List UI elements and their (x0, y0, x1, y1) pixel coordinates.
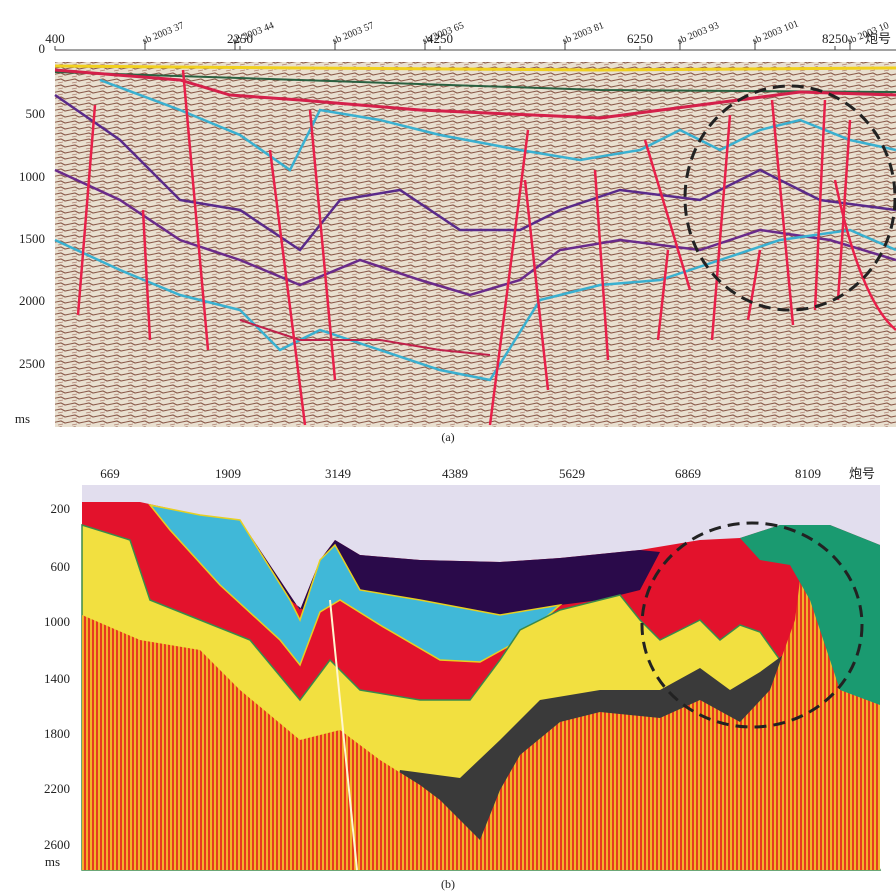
y-unit: ms (45, 854, 60, 869)
well-label: sb 2003 101 (751, 18, 800, 47)
x-axis-label: 炮号 (849, 466, 875, 481)
y-tick-label: 1000 (19, 169, 45, 184)
x-tick-label: 6250 (627, 31, 653, 46)
well-label: sb 2003 57 (331, 20, 376, 47)
y-tick-label: 500 (26, 106, 46, 121)
caption: (a) (441, 430, 454, 444)
x-tick-label: 400 (45, 31, 65, 46)
caption: (b) (441, 877, 455, 891)
x-tick-label: 3149 (325, 466, 351, 481)
y-tick-label: 200 (51, 501, 71, 516)
x-tick-label: 669 (100, 466, 120, 481)
x-tick-label: 8250 (822, 31, 848, 46)
well-label: sb 2003 93 (676, 20, 721, 47)
y-tick-label: 1500 (19, 231, 45, 246)
x-tick-label: 5629 (559, 466, 585, 481)
y-tick-label: 2000 (19, 293, 45, 308)
well-label: sb 2003 81 (561, 20, 606, 47)
well-label: sb 2003 44 (231, 20, 276, 47)
y-tick-label: 2500 (19, 356, 45, 371)
y-tick-label: 600 (51, 559, 71, 574)
panel-b: 669 1909 3149 4389 5629 6869 8109 炮号 200 600 1000 1… (44, 466, 880, 891)
y-tick-label: 1000 (44, 614, 70, 629)
figure: 4002250425062508250炮号sb 2003 37sb 2003 4… (0, 0, 896, 895)
y-tick-label: 2200 (44, 781, 70, 796)
y-tick-label: 2600 (44, 837, 70, 852)
x-tick-label: 1909 (215, 466, 241, 481)
x-tick-label: 4389 (442, 466, 468, 481)
y-tick-label: 1400 (44, 671, 70, 686)
y-unit: ms (15, 411, 30, 426)
well-label: sb 2003 37 (141, 20, 186, 47)
x-tick-label: 6869 (675, 466, 701, 481)
x-tick-label: 8109 (795, 466, 821, 481)
y-tick-label: 1800 (44, 726, 70, 741)
y-tick-label: 0 (39, 41, 46, 56)
